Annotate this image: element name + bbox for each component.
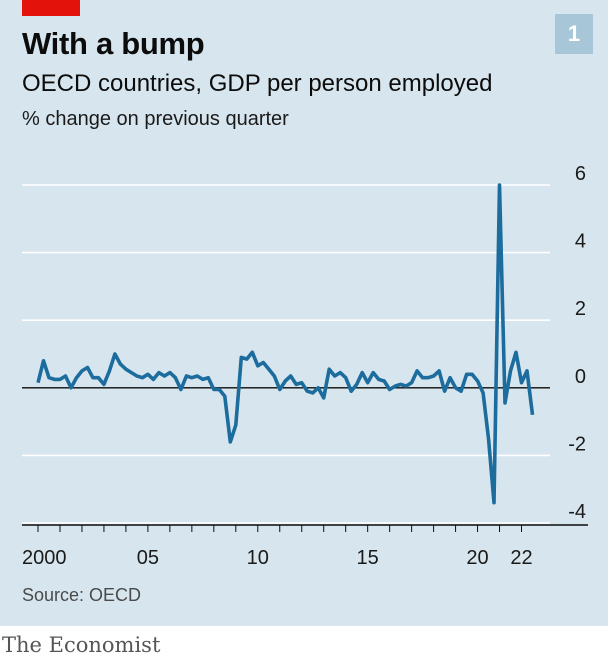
y-tick-label: 6 xyxy=(575,163,586,185)
y-axis-unit-label: % change on previous quarter xyxy=(22,108,289,130)
x-tick-label: 20 xyxy=(466,547,488,569)
x-tick-label: 05 xyxy=(137,547,159,569)
y-tick-label: 2 xyxy=(575,298,586,320)
brand-red-tag xyxy=(22,0,80,16)
source-note: Source: OECD xyxy=(22,585,142,605)
y-tick-label: 4 xyxy=(575,231,586,253)
chart-number-badge: 1 xyxy=(555,14,593,54)
chart-subtitle: OECD countries, GDP per person employed xyxy=(22,70,493,97)
y-tick-label: -4 xyxy=(568,501,586,523)
series-line xyxy=(36,183,535,505)
x-tick-label: 15 xyxy=(357,547,379,569)
chart-panel xyxy=(0,0,608,626)
y-tick-label: -2 xyxy=(568,433,586,455)
chart-title: With a bump xyxy=(22,26,205,61)
x-tick-label: 22 xyxy=(510,547,532,569)
publisher-wordmark: The Economist xyxy=(2,633,161,657)
x-tick-label: 2000 xyxy=(22,547,67,569)
y-tick-label: 0 xyxy=(575,366,586,388)
x-tick-label: 10 xyxy=(247,547,269,569)
